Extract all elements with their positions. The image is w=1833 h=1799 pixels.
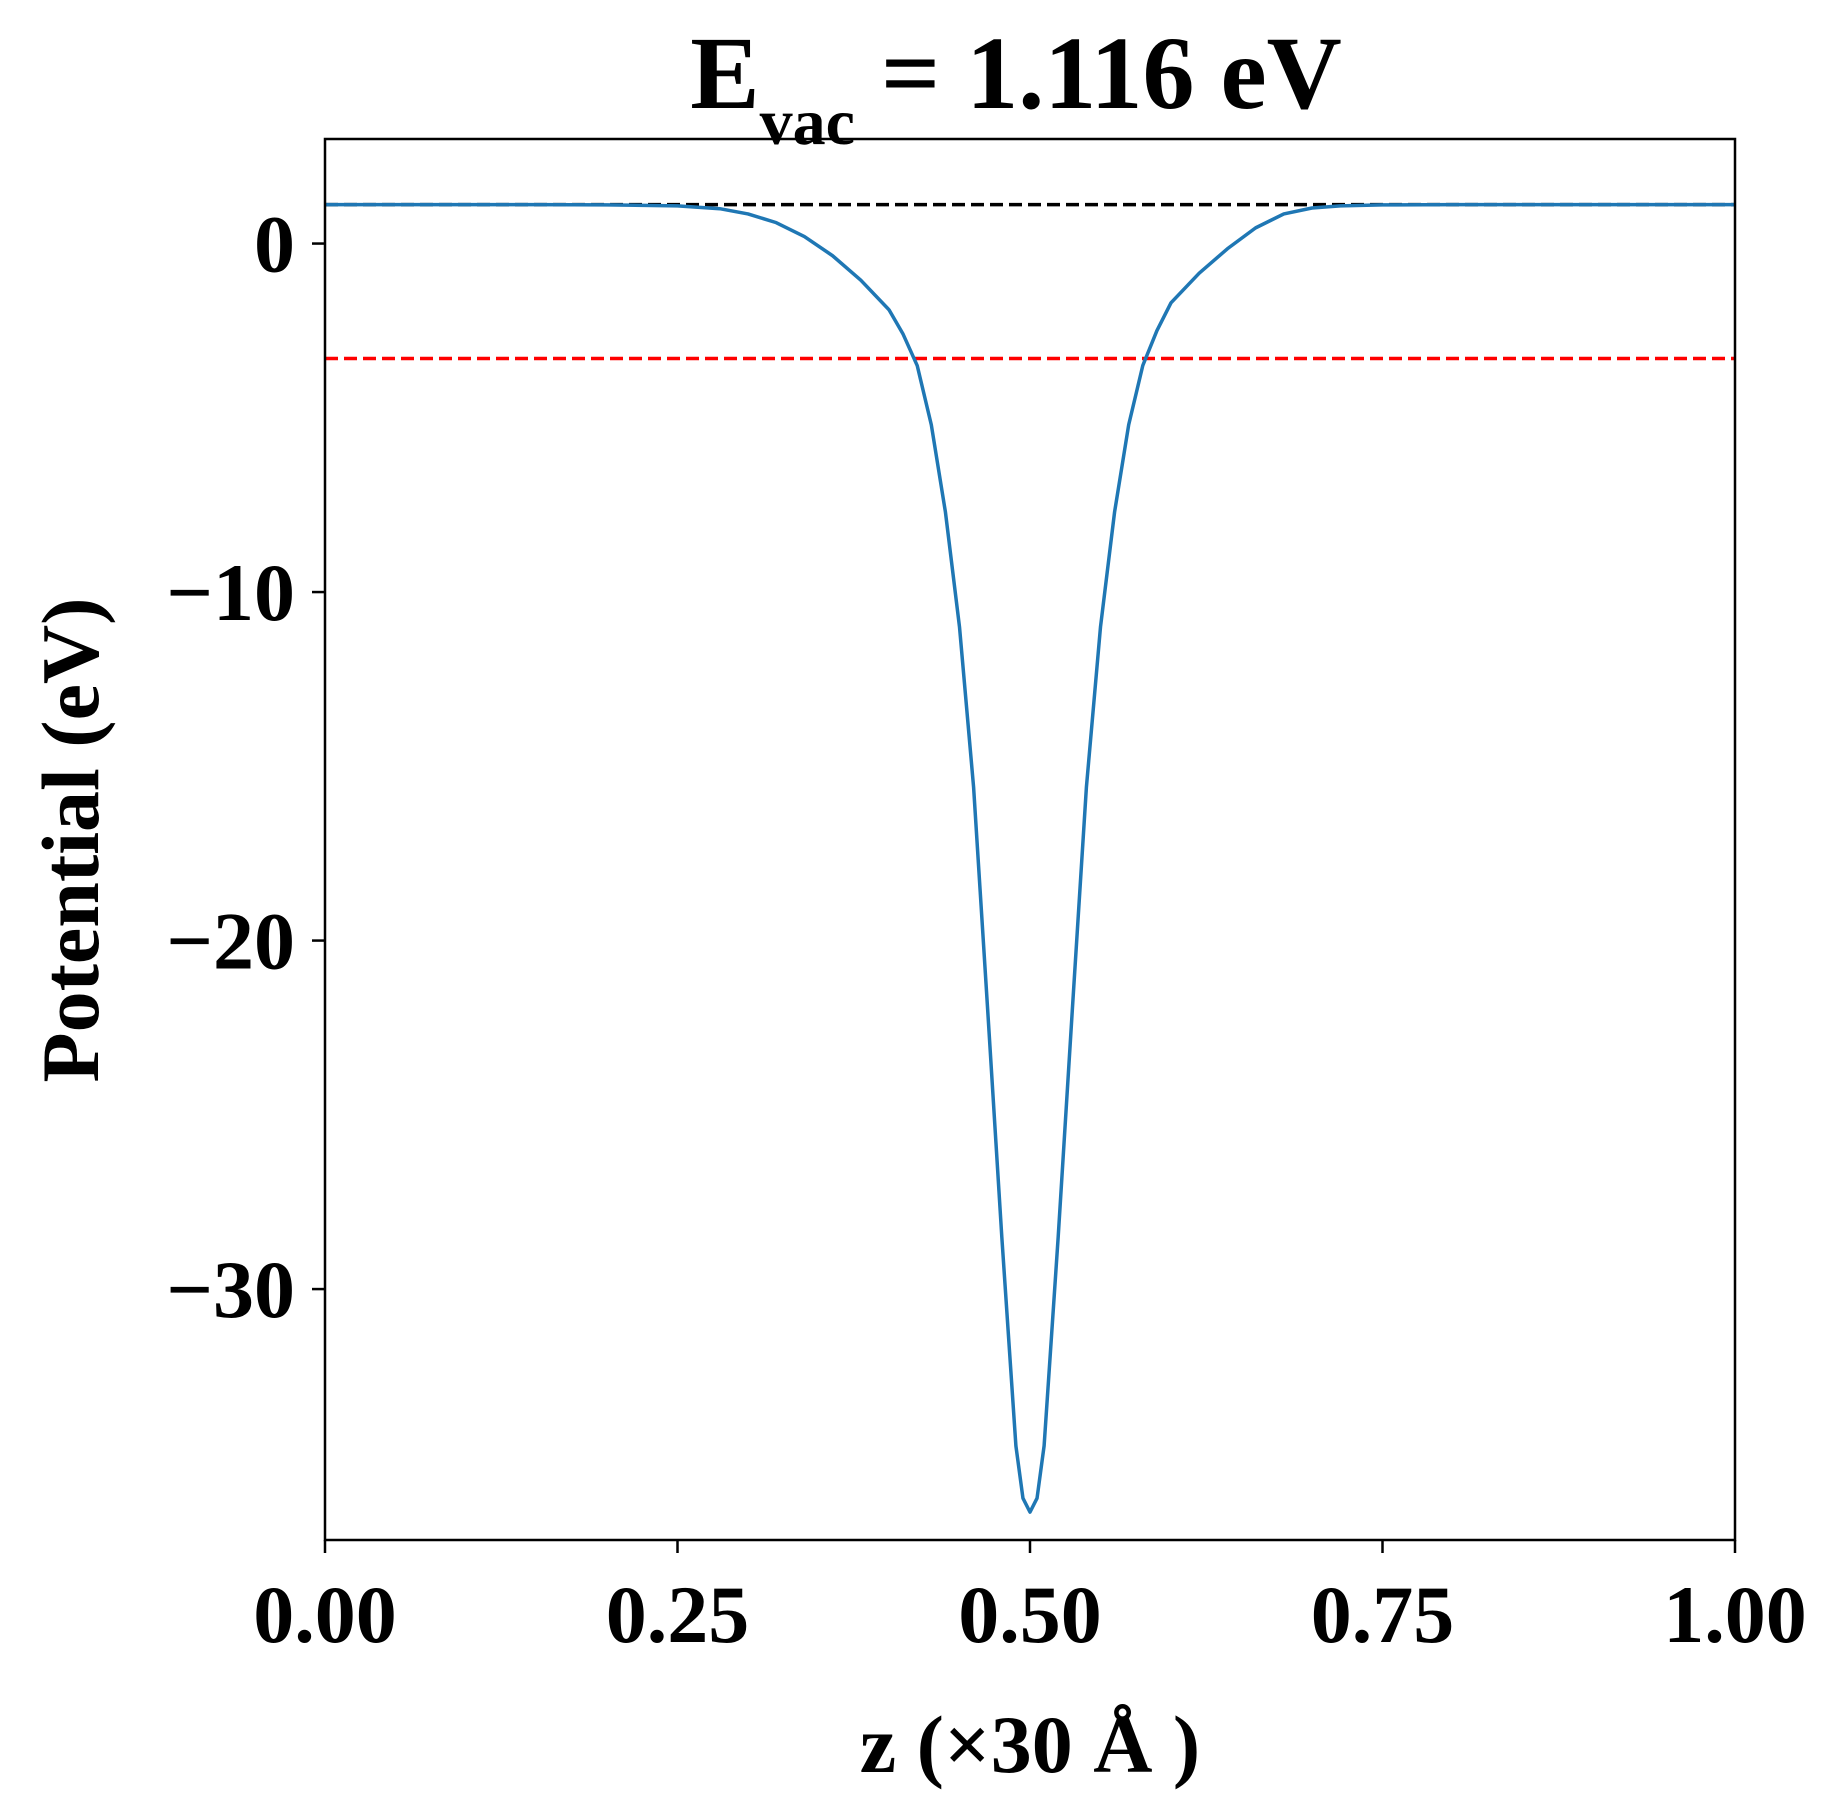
x-tick-label: 0.75: [1311, 1569, 1455, 1660]
x-axis-label: z (×30 Å ): [860, 1699, 1200, 1790]
series-line-0: [325, 202, 1735, 1514]
y-axis-label: Potential (eV): [25, 598, 116, 1083]
chart-title-rest: = 1.116 eV: [855, 16, 1342, 131]
x-tick-label: 0.25: [606, 1569, 750, 1660]
x-tick-label: 0.50: [958, 1569, 1102, 1660]
y-tick-label: 0: [254, 199, 295, 290]
y-axis: 0 −10 −20 −30: [166, 199, 325, 1335]
x-axis: 0.00 0.25 0.50 0.75 1.00: [253, 1540, 1807, 1660]
chart-title-main: E: [690, 16, 759, 131]
y-tick-label: −10: [166, 547, 295, 638]
chart-title-subscript: vac: [760, 86, 855, 159]
x-tick-label: 0.00: [253, 1569, 397, 1660]
chart-title: Evac = 1.116 eV: [690, 16, 1341, 159]
series-layer: [325, 202, 1735, 1514]
y-tick-label: −30: [166, 1244, 295, 1335]
y-tick-label: −20: [166, 896, 295, 987]
x-tick-label: 1.00: [1663, 1569, 1807, 1660]
